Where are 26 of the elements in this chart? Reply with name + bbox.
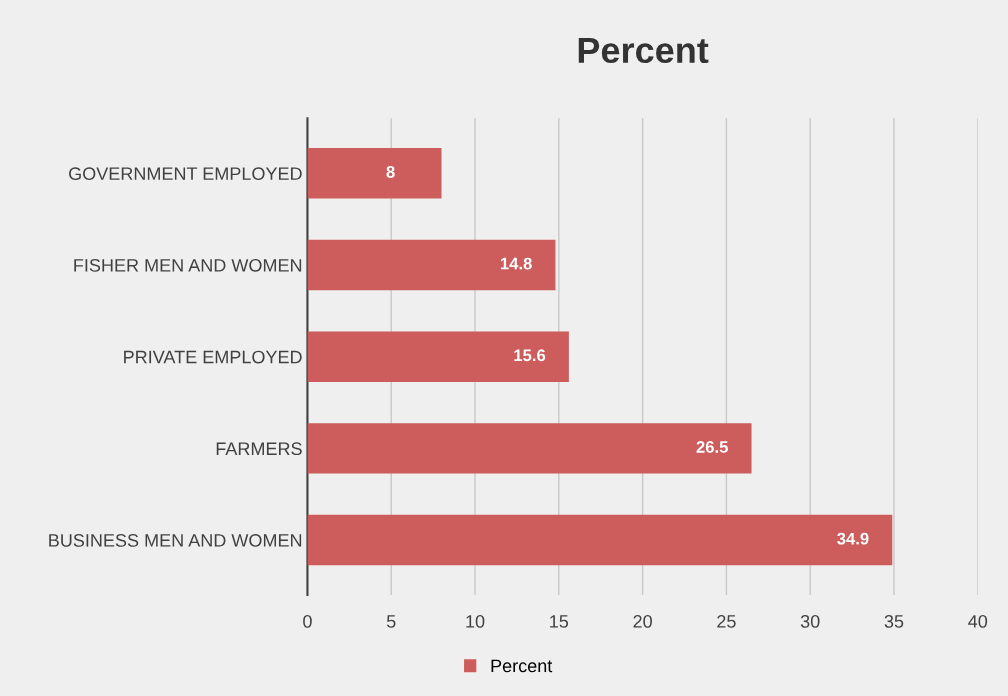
x-tick-label: 5 (386, 615, 396, 628)
data-label: 8 (386, 166, 395, 178)
bar (307, 423, 752, 474)
x-tick-label: 0 (303, 615, 312, 628)
y-tick-label: BUSINESS MEN AND WOMEN (49, 534, 302, 547)
y-tick-label: FISHER MEN AND WOMEN (74, 258, 302, 272)
bar (307, 239, 556, 291)
x-tick-label: 30 (800, 615, 820, 628)
x-tick-label: 20 (633, 615, 652, 628)
x-tick-label: 15 (550, 615, 569, 628)
bar (307, 331, 569, 382)
y-tick-label: PRIVATE EMPLOYED (124, 350, 302, 364)
data-label: 15.6 (514, 349, 546, 362)
x-tick-label: 10 (466, 615, 485, 628)
data-label: 26.5 (696, 441, 728, 453)
data-label: 14.8 (500, 257, 532, 270)
y-tick-label: GOVERNMENT EMPLOYED (69, 167, 302, 181)
bar (307, 514, 893, 566)
legend-label: Percent (491, 659, 553, 673)
x-tick-label: 35 (884, 615, 904, 628)
bar (307, 148, 442, 199)
y-tick-label: FARMERS (216, 442, 302, 456)
data-label: 34.9 (837, 532, 869, 545)
x-tick-label: 25 (717, 615, 736, 628)
chart-title: Percent (578, 37, 709, 64)
x-tick-label: 40 (968, 615, 988, 628)
